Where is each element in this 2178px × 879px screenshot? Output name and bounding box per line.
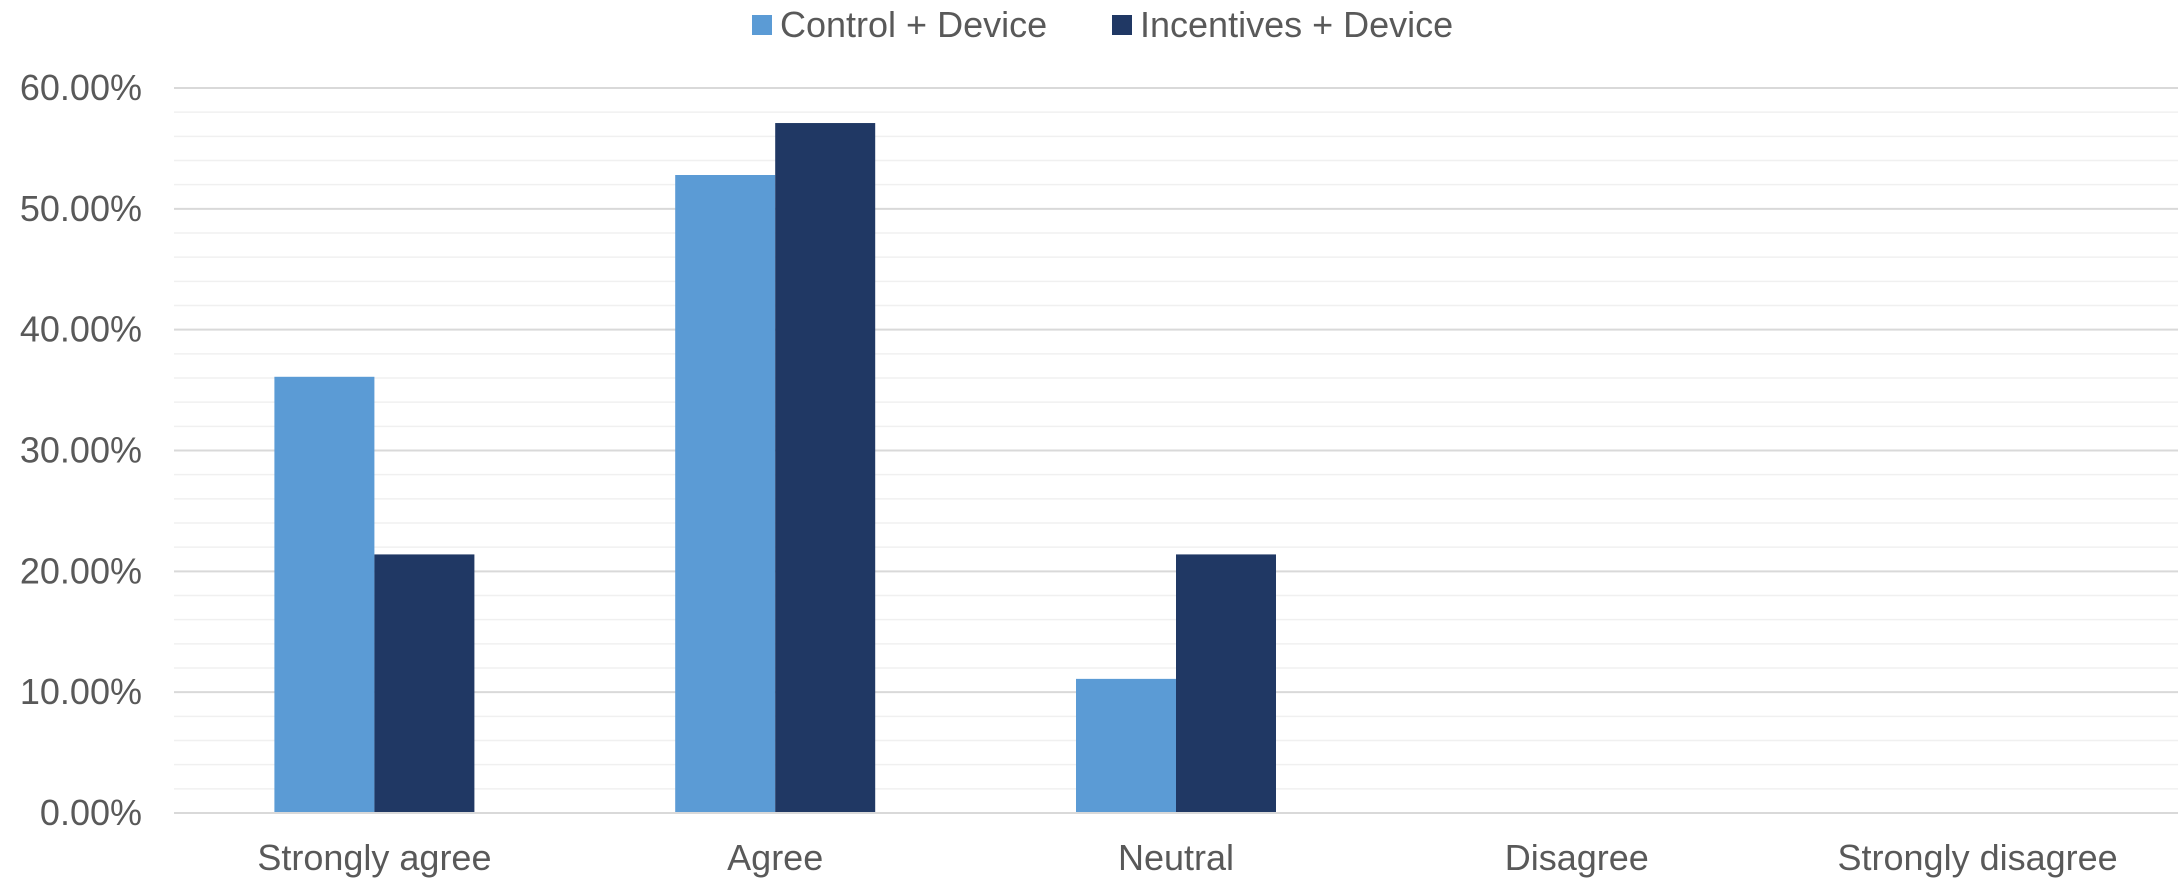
legend-swatch — [1112, 15, 1132, 35]
legend-item: Incentives + Device — [1112, 4, 1453, 45]
x-tick-label: Strongly disagree — [1838, 837, 2118, 878]
x-tick-label: Agree — [727, 837, 823, 878]
bar — [675, 175, 776, 813]
y-tick-label: 0.00% — [40, 792, 142, 833]
x-tick-label: Neutral — [1118, 837, 1234, 878]
y-tick-label: 50.00% — [20, 188, 142, 229]
bar — [274, 376, 375, 813]
minor-gridlines — [174, 111, 2178, 790]
legend: Control + Device Incentives + Device — [752, 4, 1453, 45]
x-tick-label: Disagree — [1505, 837, 1649, 878]
x-axis-tick-labels: Strongly agree Agree Neutral Disagree Strong… — [257, 837, 2117, 878]
y-tick-label: 60.00% — [20, 67, 142, 108]
bar — [374, 554, 475, 813]
x-tick-label: Strongly agree — [257, 837, 491, 878]
y-tick-label: 20.00% — [20, 550, 142, 591]
legend-label: Control + Device — [780, 4, 1047, 45]
bar — [1176, 554, 1276, 813]
y-tick-label: 40.00% — [20, 309, 142, 350]
legend-swatch — [752, 15, 772, 35]
y-tick-label: 30.00% — [20, 430, 142, 471]
bars — [274, 123, 1276, 813]
bar — [1076, 678, 1176, 813]
y-axis-tick-labels: 0.00% 10.00% 20.00% 30.00% 40.00% 50.00% 60.00… — [20, 67, 142, 833]
y-tick-label: 10.00% — [20, 671, 142, 712]
bar — [775, 123, 876, 813]
legend-item: Control + Device — [752, 4, 1047, 45]
legend-label: Incentives + Device — [1140, 4, 1453, 45]
